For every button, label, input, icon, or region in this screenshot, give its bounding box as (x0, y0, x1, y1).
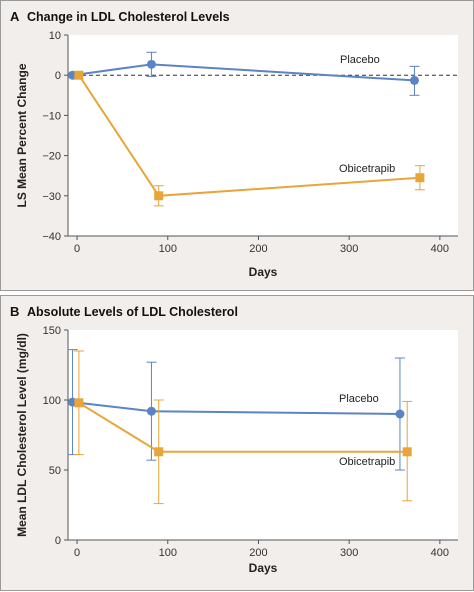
panel-b-placebo-label: Placebo (339, 393, 379, 405)
panel-b-placebo-point (395, 409, 405, 419)
panel-b-title: Absolute Levels of LDL Cholesterol (27, 305, 238, 319)
panel-b-plot: 150 100 50 0 0 100 200 300 400 Placebo Obicetrapib (43, 325, 458, 559)
panel-b: B Absolute Levels of LDL Cholesterol Mea… (0, 295, 474, 591)
panel-b-obicetrapib-point (74, 398, 84, 408)
panel-b-x-tick-label: 400 (431, 547, 449, 559)
panel-a-x-tick-label: 400 (431, 243, 449, 255)
panel-b-obicetrapib-point (154, 447, 164, 457)
panel-a-letter: A (10, 9, 20, 24)
panel-a-obicetrapib-label: Obicetrapib (339, 163, 395, 175)
panel-a-obicetrapib-point (415, 173, 425, 183)
panel-b-x-tick-label: 300 (340, 547, 358, 559)
panel-b-x-tick-label: 0 (74, 547, 80, 559)
panel-b-y-tick-label: 0 (55, 535, 61, 547)
panel-a-y-tick-label: −40 (42, 231, 61, 243)
panel-b-y-tick-label: 50 (49, 465, 61, 477)
panel-b-obicetrapib-label: Obicetrapib (339, 456, 395, 468)
panel-a-y-tick-label: −10 (42, 110, 61, 122)
panel-a-y-tick-label: −30 (42, 191, 61, 203)
panel-a-y-tick-label: 0 (55, 70, 61, 82)
panel-b-placebo-point (146, 406, 156, 416)
panel-a-obicetrapib-point (154, 191, 164, 201)
panel-a-x-tick-label: 0 (74, 243, 80, 255)
panel-a-placebo-point (146, 59, 156, 69)
panel-b-x-tick-label: 200 (249, 547, 267, 559)
panel-a-obicetrapib-point (74, 70, 84, 80)
panel-a-x-tick-label: 300 (340, 243, 358, 255)
panel-a-y-tick-label: −20 (42, 151, 61, 163)
panel-a-plot-area (68, 35, 458, 236)
panel-a: A Change in LDL Cholesterol Levels LS Me… (0, 0, 474, 291)
panel-a-x-axis-title: Days (249, 265, 278, 279)
panel-b-x-axis-title: Days (249, 561, 278, 575)
panel-b-obicetrapib-point (402, 447, 412, 457)
panel-a-plot: 100−10−20−30−400 100 200 300 400PlaceboObice… (42, 30, 458, 255)
panel-a-placebo-label: Placebo (340, 54, 380, 66)
panel-a-x-tick-label: 200 (249, 243, 267, 255)
panel-b-letter: B (10, 304, 19, 319)
panel-b-x-tick-label: 100 (159, 547, 177, 559)
panel-a-x-tick-label: 100 (159, 243, 177, 255)
panel-b-y-axis-title: Mean LDL Cholesterol Level (mg/dl) (15, 333, 29, 537)
panel-a-title: Change in LDL Cholesterol Levels (27, 10, 230, 24)
panel-a-placebo-point (409, 75, 419, 85)
panel-b-y-tick-label: 100 (43, 395, 61, 407)
panel-a-y-tick-label: 10 (49, 30, 61, 42)
panel-b-y-tick-label: 150 (43, 325, 61, 337)
panel-a-y-axis-title: LS Mean Percent Change (15, 63, 29, 207)
